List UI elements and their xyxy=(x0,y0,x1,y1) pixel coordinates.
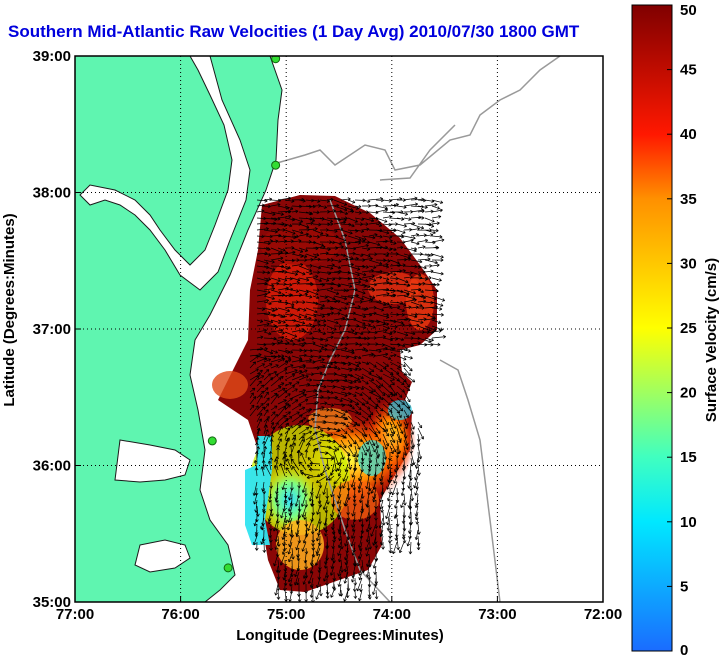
station-marker xyxy=(207,436,217,446)
y-tick-label: 38:00 xyxy=(33,185,71,202)
station-marker xyxy=(271,56,281,64)
colorbar xyxy=(631,4,673,652)
x-tick-label: 74:00 xyxy=(373,606,411,623)
velocity-vectors xyxy=(249,196,447,602)
x-tick-label: 73:00 xyxy=(478,606,516,623)
chesapeake-bay xyxy=(79,56,251,291)
colorbar-tick-label: 15 xyxy=(680,449,697,466)
station-marker xyxy=(223,563,233,573)
colorbar-tick-label: 20 xyxy=(680,385,697,402)
colorbar-tick-label: 0 xyxy=(680,642,688,659)
colorbar-tick-label: 10 xyxy=(680,514,697,531)
station-markers xyxy=(207,56,281,573)
x-axis: 77:00 76:00 75:00 74:00 73:00 72:00 xyxy=(56,596,622,623)
y-axis: 35:00 36:00 37:00 38:00 39:00 xyxy=(33,48,81,611)
station-marker xyxy=(271,160,281,170)
vector-arrows-path xyxy=(249,196,447,602)
colorbar-tick-label: 45 xyxy=(680,62,697,79)
y-tick-label: 37:00 xyxy=(33,321,71,338)
x-tick-label: 75:00 xyxy=(267,606,305,623)
colorbar-tick-label: 25 xyxy=(680,320,697,337)
y-tick-label: 39:00 xyxy=(33,48,71,65)
y-axis-label: Latitude (Degrees:Minutes) xyxy=(1,213,18,406)
grid xyxy=(75,56,603,602)
colorbar-tick-label: 40 xyxy=(680,126,697,143)
x-tick-label: 72:00 xyxy=(584,606,622,623)
plot-area xyxy=(75,56,603,602)
x-tick-label: 76:00 xyxy=(161,606,199,623)
y-tick-label: 36:00 xyxy=(33,458,71,475)
y-tick-label: 35:00 xyxy=(33,594,71,611)
x-axis-label: Longitude (Degrees:Minutes) xyxy=(236,627,444,644)
chart-title: Southern Mid-Atlantic Raw Velocities (1 … xyxy=(8,22,580,41)
bathymetry-contour xyxy=(269,56,561,602)
x-tick-label: 77:00 xyxy=(56,606,94,623)
colorbar-label: Surface Velocity (cm/s) xyxy=(703,258,720,422)
colorbar-tick-label: 5 xyxy=(680,578,688,595)
colorbar-ticks: 0 5 10 15 20 25 30 35 40 45 50 xyxy=(667,2,697,659)
colorbar-tick-label: 50 xyxy=(680,2,697,19)
colorbar-tick-label: 35 xyxy=(680,191,697,208)
sounds xyxy=(114,439,191,573)
colorbar-tick-label: 30 xyxy=(680,255,697,272)
